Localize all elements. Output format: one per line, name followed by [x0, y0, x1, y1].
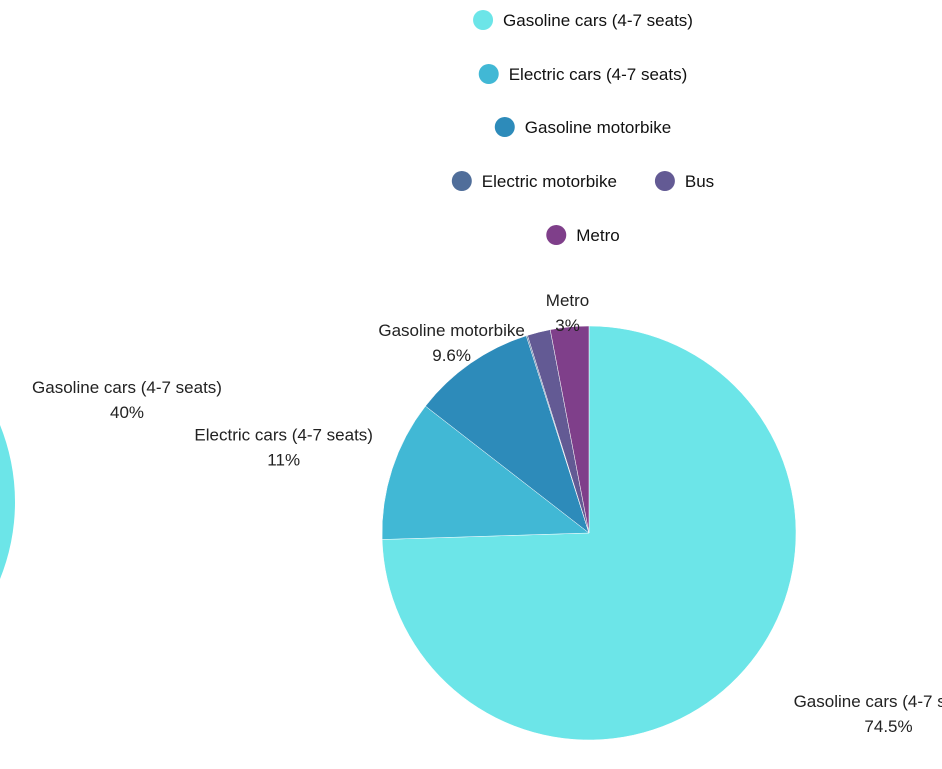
legend-swatch-metro — [546, 225, 567, 245]
legend-label-gasoline-motorbike: Gasoline motorbike — [525, 118, 671, 137]
legend-swatch-electric-motorbike — [451, 171, 472, 191]
slice-metro — [549, 325, 590, 534]
slice-labels: Gasoline cars (4-7 seats) 40% Gasoline car… — [32, 291, 942, 736]
slice-gasoline-motorbike — [425, 335, 590, 534]
label-gasoline-cars-4-7-seats-name: Gasoline cars (4-7 seats) — [794, 692, 942, 711]
slice-electric-cars-4-7-seats — [381, 405, 590, 540]
chart-legend: Gasoline cars (4-7 seats) Electric cars (… — [451, 10, 714, 245]
legend-swatch-electric-cars-4-7-seats — [478, 64, 499, 84]
left-pie-chart — [0, 425, 15, 579]
legend-label-gasoline-cars-4-7-seats: Gasoline cars (4-7 seats) — [503, 11, 693, 30]
label-left-gasoline-cars-4-7-seats-value: 40% — [110, 403, 144, 422]
legend-item-electric-cars-4-7-seats[interactable]: Electric cars (4-7 seats) — [478, 64, 688, 84]
label-gasoline-motorbike-name: Gasoline motorbike — [378, 321, 524, 340]
slice-gasoline-cars-4-7-seats-left — [0, 425, 15, 579]
legend-label-electric-motorbike: Electric motorbike — [482, 172, 617, 191]
label-electric-cars-4-7-seats-value: 11% — [267, 450, 300, 469]
legend-label-electric-cars-4-7-seats: Electric cars (4-7 seats) — [509, 65, 688, 84]
label-metro-value: 3% — [555, 316, 580, 335]
legend-label-bus: Bus — [685, 172, 714, 191]
label-gasoline-motorbike-value: 9.6% — [432, 346, 471, 365]
legend-swatch-gasoline-motorbike — [494, 117, 515, 137]
legend-swatch-gasoline-cars-4-7-seats — [473, 10, 494, 30]
label-gasoline-cars-4-7-seats-value: 74.5% — [864, 717, 912, 736]
legend-item-bus[interactable]: Bus — [654, 171, 714, 191]
legend-label-metro: Metro — [576, 226, 619, 245]
legend-item-gasoline-motorbike[interactable]: Gasoline motorbike — [494, 117, 671, 137]
main-pie-chart — [381, 325, 797, 741]
label-metro-name: Metro — [546, 291, 589, 310]
label-left-gasoline-cars-4-7-seats-name: Gasoline cars (4-7 seats) — [32, 378, 222, 397]
label-electric-cars-4-7-seats-name: Electric cars (4-7 seats) — [194, 425, 373, 444]
legend-item-gasoline-cars-4-7-seats[interactable]: Gasoline cars (4-7 seats) — [473, 10, 693, 30]
legend-swatch-bus — [654, 171, 675, 191]
legend-item-electric-motorbike[interactable]: Electric motorbike — [451, 171, 617, 191]
legend-item-metro[interactable]: Metro — [546, 225, 620, 245]
